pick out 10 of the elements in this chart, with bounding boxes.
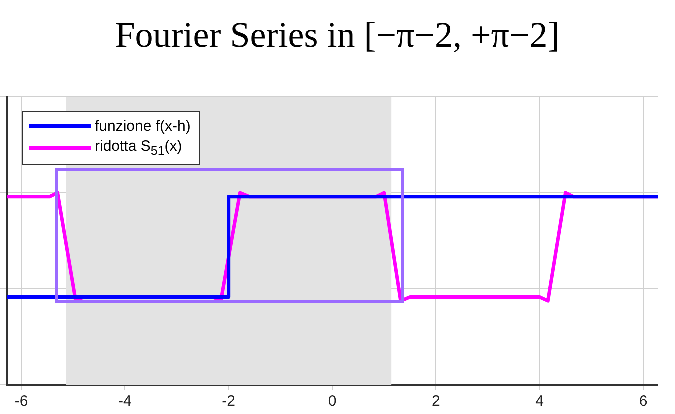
x-tick-label: 6 [639,393,648,410]
x-tick-label: -2 [222,393,236,410]
x-tick-label: -4 [118,393,132,410]
x-tick-label: 0 [328,393,337,410]
legend-label: funzione f(x-h) [95,118,191,134]
x-tick-label: -6 [14,393,28,410]
chart-title: Fourier Series in [−π−2, +π−2] [114,14,561,56]
x-tick-label: 2 [432,393,440,410]
x-tick-label: 4 [536,393,544,410]
legend-label: ridotta S$_{51}$(x) [95,138,182,158]
